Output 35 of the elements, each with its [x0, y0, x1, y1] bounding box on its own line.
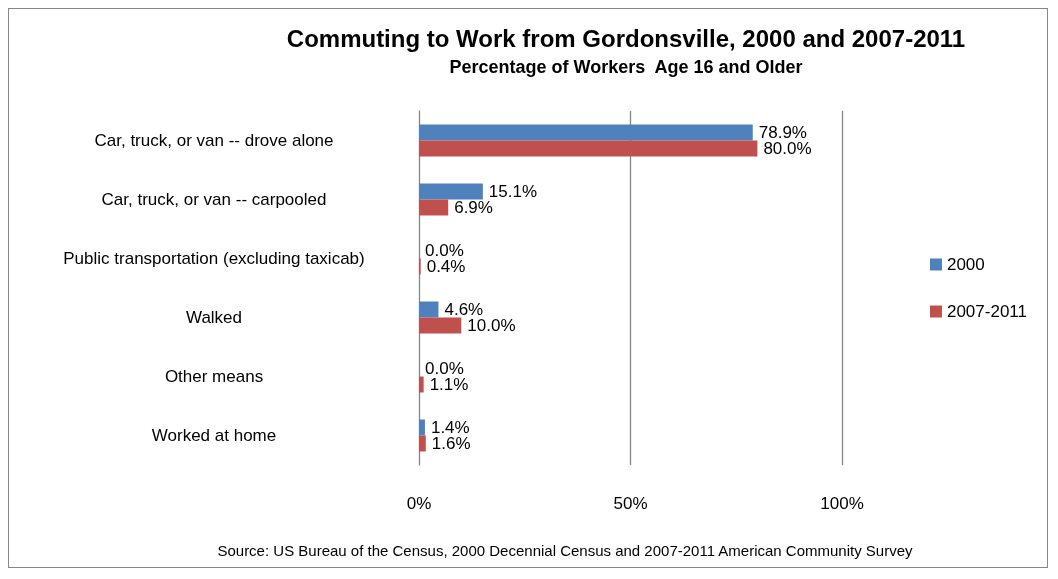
- bar: [419, 419, 425, 436]
- y-tick-label: Walked: [185, 308, 243, 327]
- y-tick-label: Car, truck, or van -- drove alone: [94, 131, 334, 150]
- y-tick-label: Other means: [164, 367, 264, 386]
- bar: [419, 317, 462, 334]
- bar: [419, 199, 449, 216]
- x-tick-label: 0%: [406, 494, 432, 513]
- data-label: 1.4%: [430, 418, 470, 437]
- bar: [419, 183, 483, 200]
- bar: [419, 124, 753, 141]
- x-tick-label: 50%: [613, 494, 648, 513]
- x-tick-label: 100%: [820, 494, 864, 513]
- bar: [419, 376, 424, 393]
- data-label: 10.0%: [467, 316, 516, 335]
- bar: [419, 301, 439, 318]
- chart-subtitle: Percentage of Workers Age 16 and Older: [449, 57, 803, 77]
- data-label: 1.6%: [431, 434, 471, 453]
- data-label: 6.9%: [454, 198, 493, 217]
- bar: [419, 435, 426, 452]
- data-label: 0.0%: [425, 359, 464, 378]
- data-label: 0.0%: [425, 241, 464, 260]
- data-label: 78.9%: [758, 123, 807, 142]
- y-tick-label: Worked at home: [151, 426, 277, 445]
- source-note: Source: US Bureau of the Census, 2000 Decennial Census and 2007-2011 American Community Survey: [217, 542, 914, 559]
- legend-label: 2000: [946, 255, 985, 274]
- data-label: 4.6%: [444, 300, 484, 319]
- y-tick-label: Car, truck, or van -- carpooled: [101, 190, 327, 209]
- data-label: 1.1%: [429, 375, 469, 394]
- chart-title: Commuting to Work from Gordonsville, 2000 and 2007-2011: [286, 24, 966, 52]
- legend-label: 2007-2011: [946, 302, 1028, 321]
- bar: [419, 140, 758, 157]
- data-label: 15.1%: [488, 182, 538, 201]
- y-tick-label: Public transportation (excluding taxicab): [63, 249, 365, 268]
- data-label: 0.4%: [426, 257, 466, 276]
- data-label: 80.0%: [763, 139, 812, 158]
